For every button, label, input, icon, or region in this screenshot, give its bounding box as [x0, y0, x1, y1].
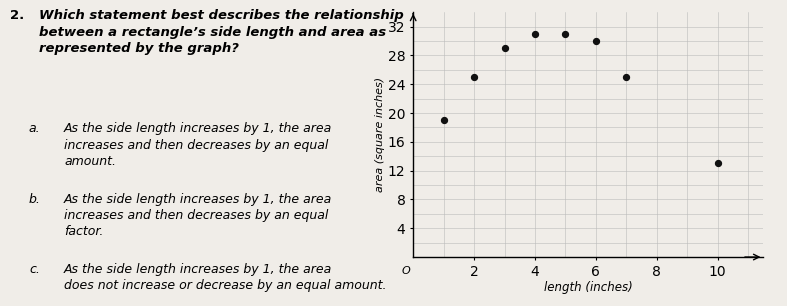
- Point: [620, 75, 633, 80]
- Y-axis label: area (square inches): area (square inches): [375, 77, 385, 192]
- X-axis label: length (inches): length (inches): [544, 282, 633, 294]
- Text: O: O: [401, 266, 410, 276]
- Text: a.: a.: [29, 122, 41, 135]
- Point: [589, 39, 602, 43]
- Point: [467, 75, 480, 80]
- Point: [711, 161, 724, 166]
- Point: [438, 118, 450, 123]
- Text: Which statement best describes the relationship
between a rectangle’s side lengt: Which statement best describes the relat…: [39, 9, 404, 55]
- Text: As the side length increases by 1, the area
increases and then decreases by an e: As the side length increases by 1, the a…: [64, 193, 332, 238]
- Point: [559, 32, 571, 36]
- Point: [498, 46, 511, 51]
- Text: As the side length increases by 1, the area
does not increase or decrease by an : As the side length increases by 1, the a…: [64, 263, 386, 292]
- Text: b.: b.: [29, 193, 41, 206]
- Text: 2.: 2.: [10, 9, 24, 22]
- Point: [529, 32, 541, 36]
- Text: As the side length increases by 1, the area
increases and then decreases by an e: As the side length increases by 1, the a…: [64, 122, 332, 168]
- Text: c.: c.: [29, 263, 40, 276]
